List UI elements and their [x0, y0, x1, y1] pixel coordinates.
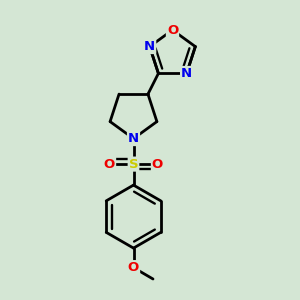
Text: O: O	[152, 158, 163, 171]
Text: O: O	[104, 158, 115, 171]
Text: N: N	[128, 132, 139, 145]
Text: O: O	[128, 261, 139, 274]
Text: N: N	[144, 40, 155, 53]
Text: O: O	[167, 23, 178, 37]
Text: N: N	[181, 67, 192, 80]
Text: S: S	[129, 158, 138, 171]
